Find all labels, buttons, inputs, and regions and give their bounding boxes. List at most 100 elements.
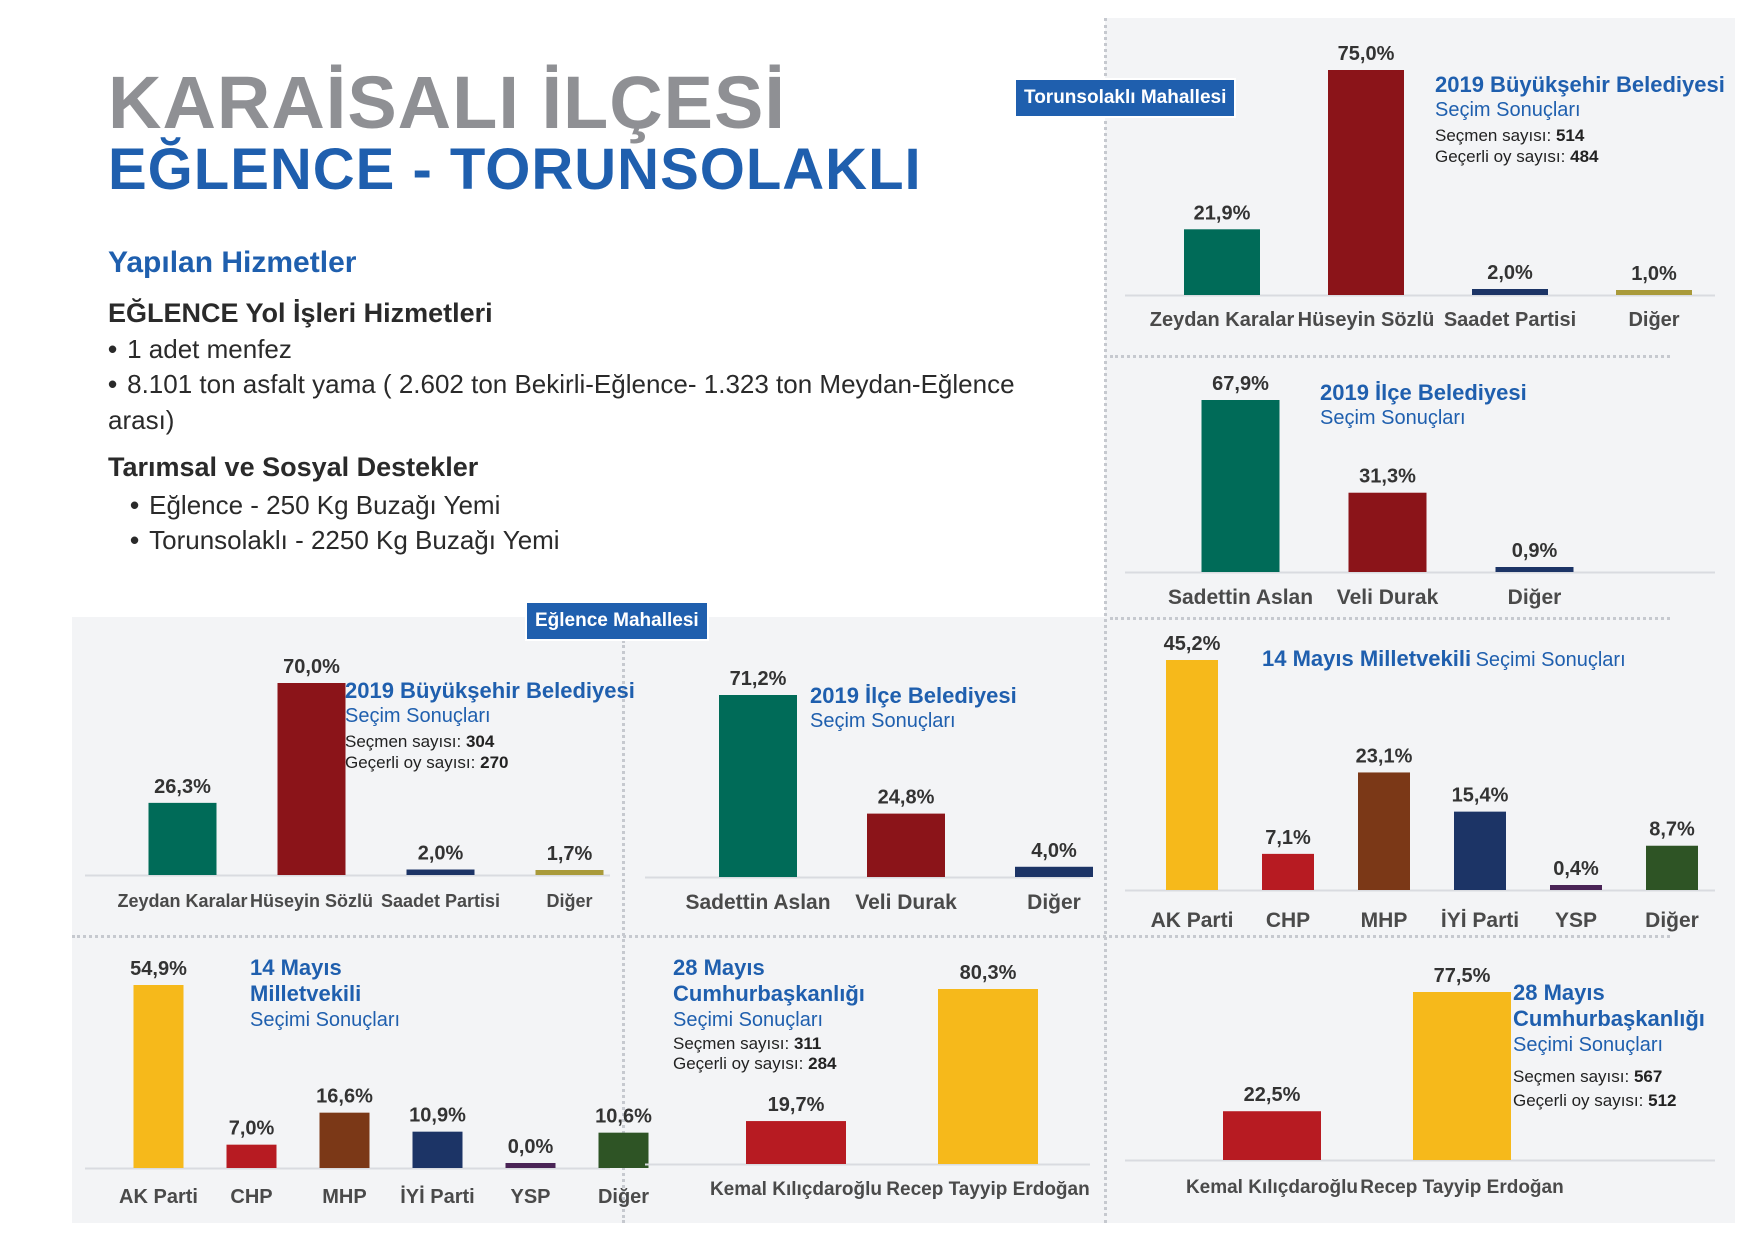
bar-zeydan-karalar <box>148 802 217 875</box>
category-label: Sadettin Aslan <box>1168 586 1313 609</box>
bar-i-yi-parti <box>412 1131 463 1168</box>
bar-value-label: 22,5% <box>1244 1084 1301 1106</box>
meta-label: Seçmen sayısı: <box>345 732 462 752</box>
meta-value: 512 <box>1648 1091 1677 1111</box>
bar-value-label: 21,9% <box>1194 202 1251 224</box>
category-label: Diğer <box>1027 891 1081 914</box>
meta-value: 567 <box>1633 1066 1663 1086</box>
chart-subtitle: Seçimi Sonuçları <box>1475 649 1626 671</box>
bar-value-label: 70,0% <box>283 656 340 678</box>
services-item: • Eğlence - 250 Kg Buzağı Yemi <box>130 490 500 521</box>
chart-info-torunsolakli-ilce: 2019 İlçe Belediyesi Seçim Sonuçları <box>1320 380 1527 430</box>
chart-title: 28 Mayıs Cumhurbaşkanlığı <box>1513 980 1705 1032</box>
chart-meta-voters: Seçmen sayısı: 311 <box>673 1034 863 1054</box>
bar-value-label: 10,9% <box>409 1105 466 1127</box>
chart-eglence-bb-2019: 26,3% Zeydan Karalar 70,0% Hüseyin Sözlü 2,0… <box>85 656 610 911</box>
bar-value-label: 77,5% <box>1434 965 1491 987</box>
chart-title: 28 Mayıs Cumhurbaşkanlığı <box>673 955 865 1007</box>
chart-subtitle: Seçim Sonuçları <box>1320 407 1466 430</box>
category-label: Kemal Kılıçdaroğlu <box>1186 1177 1358 1198</box>
category-label: Veli Durak <box>1337 586 1439 609</box>
bar-i-yi-parti <box>1454 811 1506 890</box>
bar-chp <box>1262 853 1314 890</box>
chart-torunsolakli-mv-2023: 45,2% AK Parti 7,1% CHP 23,1% MHP 15,4% İYİ Par… <box>1125 633 1715 932</box>
bar-value-label: 26,3% <box>154 776 211 798</box>
chart-title: 14 Mayıs Milletvekili <box>1262 646 1472 671</box>
category-label: Diğer <box>1508 586 1562 609</box>
bar-veli-durak <box>867 813 945 877</box>
bar-recep-tayyip-erdo-an <box>1413 992 1511 1160</box>
bar-h-seyin-s-zl- <box>277 683 346 875</box>
chart-title: 2019 İlçe Belediyesi <box>1320 380 1527 405</box>
category-label: Diğer <box>598 1186 649 1208</box>
bar-value-label: 16,6% <box>316 1086 373 1108</box>
chart-eglence-cb-2023: 19,7% Kemal Kılıçdaroğlu 80,3% Recep Tayyip… <box>645 962 1090 1200</box>
bar-value-label: 75,0% <box>1338 43 1395 65</box>
bar-value-label: 0,9% <box>1512 540 1558 562</box>
bar-value-label: 0,0% <box>508 1136 554 1158</box>
bar-value-label: 1,7% <box>547 843 593 865</box>
page-title: KARAİSALI İLÇESİ <box>108 61 786 144</box>
chart-subtitle: Seçimi Sonuçları <box>250 1008 401 1031</box>
bar-value-label: 67,9% <box>1212 373 1269 395</box>
chart-torunsolakli-bb-2019: 21,9% Zeydan Karalar 75,0% Hüseyin Sözlü 2,0… <box>1125 43 1715 331</box>
chart-meta-valid: Geçerli oy sayısı: 484 <box>1435 147 1725 167</box>
chart-meta-voters: Seçmen sayısı: 304 <box>345 732 635 752</box>
divider-horizontal-mid <box>72 935 1670 938</box>
bar-value-label: 2,0% <box>418 843 464 865</box>
bar-saadet-partisi <box>406 869 475 875</box>
category-label: Diğer <box>1628 309 1679 331</box>
chart-meta-voters: Seçmen sayısı: 514 <box>1435 126 1725 146</box>
bar-ysp <box>1550 885 1602 890</box>
bar-value-label: 10,6% <box>595 1106 652 1128</box>
category-label: Zeydan Karalar <box>117 891 247 911</box>
bar-value-label: 15,4% <box>1452 785 1509 807</box>
bullet-icon: • <box>130 490 140 520</box>
meta-label: Seçmen sayısı: <box>673 1033 790 1053</box>
bar-sadettin-aslan <box>719 695 797 877</box>
chart-subtitle: Seçimi Sonuçları <box>673 1008 824 1031</box>
bar-value-label: 4,0% <box>1031 840 1077 862</box>
chart-title: 14 Mayıs Milletvekili <box>250 955 362 1007</box>
chart-eglence-ilce-2019: 71,2% Sadettin Aslan 24,8% Veli Durak 4,0% Di… <box>645 668 1093 914</box>
bar-value-label: 0,4% <box>1553 858 1599 880</box>
bar-value-label: 80,3% <box>960 962 1017 984</box>
bar-mhp <box>319 1112 370 1168</box>
category-label: AK Parti <box>1151 909 1234 932</box>
chart-subtitle: Seçim Sonuçları <box>1435 99 1581 122</box>
chart-subtitle: Seçim Sonuçları <box>810 710 956 733</box>
category-label: CHP <box>1266 909 1310 932</box>
category-label: YSP <box>1555 909 1597 932</box>
bar-ak-parti <box>1166 660 1218 890</box>
bar-value-label: 7,0% <box>229 1118 275 1140</box>
divider-horizontal-right-2 <box>1110 617 1670 620</box>
bar-saadet-partisi <box>1472 289 1548 295</box>
bar-kemal-k-l-daro-lu <box>746 1121 846 1164</box>
services-section1-title: EĞLENCE Yol İşleri Hizmetleri <box>108 298 493 328</box>
bar-chp <box>226 1144 277 1168</box>
chart-info-eglence-cb: 28 Mayıs Cumhurbaşkanlığı Seçimi Sonuçla… <box>673 955 865 1075</box>
services-item: • 1 adet menfez <box>108 334 292 365</box>
bar-value-label: 54,9% <box>130 958 187 980</box>
category-label: CHP <box>230 1186 272 1208</box>
meta-value: 270 <box>480 752 509 772</box>
bar-di-er <box>598 1132 649 1168</box>
bar-zeydan-karalar <box>1184 229 1260 295</box>
chart-meta-valid: Geçerli oy sayısı: 270 <box>345 753 635 773</box>
bar-kemal-k-l-daro-lu <box>1223 1111 1321 1160</box>
bar-value-label: 23,1% <box>1356 745 1413 767</box>
chart-title: 2019 İlçe Belediyesi <box>810 683 1017 708</box>
bar-di-er <box>1015 866 1093 877</box>
bar-di-er <box>1495 567 1574 572</box>
meta-value: 484 <box>1570 146 1599 166</box>
services-item: • 8.101 ton asfalt yama ( 2.602 ton Bekir… <box>108 369 1015 400</box>
bullet-icon: • <box>108 334 118 364</box>
meta-label: Seçmen sayısı: <box>1513 1066 1630 1086</box>
category-label: Sadettin Aslan <box>685 891 830 914</box>
services-heading: Yapılan Hizmetler <box>108 246 357 279</box>
chart-info-eglence-bb: 2019 Büyükşehir Belediyesi Seçim Sonuçla… <box>345 678 635 773</box>
meta-label: Geçerli oy sayısı: <box>1513 1091 1644 1111</box>
category-label: Hüseyin Sözlü <box>250 891 373 911</box>
category-label: İYİ Parti <box>1441 909 1519 932</box>
category-label: AK Parti <box>119 1186 198 1208</box>
